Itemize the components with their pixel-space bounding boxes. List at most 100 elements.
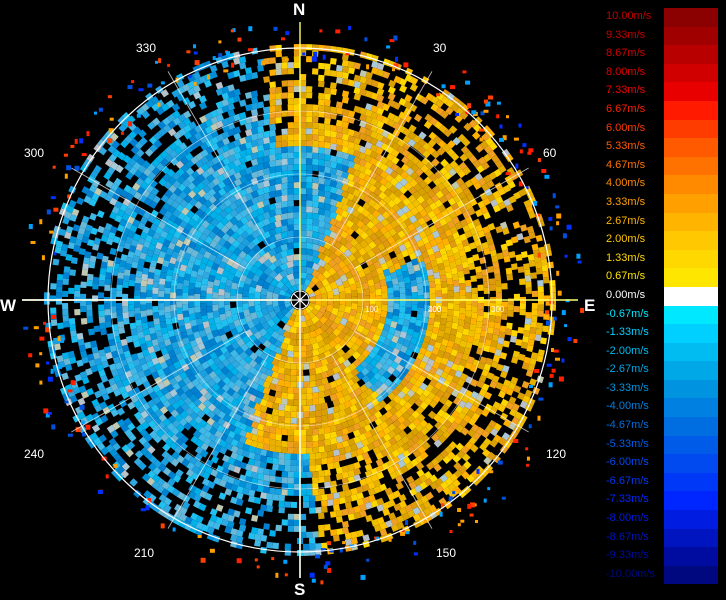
legend-entry: 5.33m/s	[606, 138, 718, 157]
legend-swatch	[664, 417, 718, 436]
legend-entry: -3.33m/s	[606, 379, 718, 399]
compass-east: E	[584, 296, 596, 315]
range-label: 300	[491, 305, 505, 314]
legend-entry: -0.67m/s	[606, 305, 718, 325]
legend-entry: -7.33m/s	[606, 491, 718, 511]
legend-label: 10.00m/s	[606, 10, 652, 22]
azimuth-label-30: 30	[433, 41, 447, 55]
legend-label: -5.33m/s	[606, 437, 649, 450]
legend-label: -6.67m/s	[606, 474, 649, 487]
legend-label: -2.00m/s	[606, 344, 649, 357]
legend-swatch	[664, 565, 718, 585]
legend-entry: 4.67m/s	[606, 156, 718, 176]
legend-label: -1.33m/s	[606, 326, 649, 339]
legend-entry: -9.33m/s	[606, 547, 718, 566]
legend-swatch	[664, 175, 718, 194]
legend-entry: -2.00m/s	[606, 342, 718, 362]
legend-label: 8.00m/s	[606, 65, 646, 78]
legend-label: 0.67m/s	[606, 270, 646, 283]
legend-swatch	[664, 231, 718, 250]
legend-swatch	[664, 8, 718, 27]
legend-swatch	[664, 305, 718, 325]
legend-swatch	[664, 398, 718, 418]
legend-label: 7.33m/s	[606, 84, 646, 97]
legend-label: -8.00m/s	[606, 512, 649, 525]
legend-label: 4.00m/s	[606, 177, 646, 190]
legend-swatch	[664, 45, 718, 64]
legend-label: 8.67m/s	[606, 47, 646, 60]
legend-swatch	[664, 100, 718, 120]
legend-label: 2.00m/s	[606, 233, 646, 246]
azimuth-label-60: 60	[543, 146, 557, 160]
legend-entry: 10.00m/s	[606, 8, 718, 27]
legend-swatch	[664, 547, 718, 566]
legend-swatch	[664, 286, 718, 306]
legend-entry: 7.33m/s	[606, 82, 718, 101]
legend-entry: -6.00m/s	[606, 454, 718, 473]
legend-label: 2.67m/s	[606, 214, 646, 227]
legend-label: -3.33m/s	[606, 381, 649, 394]
legend-swatch	[664, 435, 718, 455]
legend-entry: 1.33m/s	[606, 249, 718, 269]
legend-entry: -8.67m/s	[606, 528, 718, 548]
compass-south: S	[294, 580, 306, 599]
azimuth-label-330: 330	[136, 41, 157, 55]
legend-label: 5.33m/s	[606, 140, 646, 153]
legend-swatch	[664, 193, 718, 213]
legend-entry: 6.00m/s	[606, 119, 718, 139]
legend-label: 9.33m/s	[606, 28, 646, 41]
radar-plot[interactable]: 100 200 300 400	[0, 0, 600, 600]
range-azimuth-grid	[22, 22, 578, 578]
compass-west: W	[0, 296, 17, 315]
legend-swatch	[664, 82, 718, 101]
range-label: 400	[428, 305, 442, 314]
legend-swatch	[664, 379, 718, 399]
legend-entry: 3.33m/s	[606, 193, 718, 213]
legend-entry: 0.67m/s	[606, 268, 718, 287]
legend-swatch	[664, 119, 718, 139]
legend-entry: -10.00m/s	[606, 565, 718, 585]
legend-entry: -5.33m/s	[606, 435, 718, 455]
azimuth-label-240: 240	[24, 447, 45, 461]
azimuth-label-120: 120	[546, 447, 567, 461]
legend-swatch	[664, 454, 718, 473]
legend-label: 4.67m/s	[606, 158, 646, 171]
legend-swatch	[664, 212, 718, 232]
legend-entry: 2.00m/s	[606, 231, 718, 250]
legend-swatch	[664, 361, 718, 380]
legend-entry: 2.67m/s	[606, 212, 718, 232]
legend-entry: -6.67m/s	[606, 472, 718, 492]
legend-swatch	[664, 472, 718, 492]
legend-label: 3.33m/s	[606, 195, 646, 208]
legend-swatch	[664, 138, 718, 157]
legend-label: -4.00m/s	[606, 400, 649, 413]
legend-swatch	[664, 268, 718, 287]
azimuth-label-150: 150	[436, 546, 457, 560]
legend-swatch	[664, 26, 718, 46]
azimuth-label-300: 300	[24, 146, 45, 160]
legend-label: -9.33m/s	[606, 549, 649, 562]
legend-entry: 6.67m/s	[606, 100, 718, 120]
legend-label: 0.00m/s	[606, 288, 646, 301]
legend-swatch	[664, 324, 718, 343]
legend-entry: -1.33m/s	[606, 324, 718, 343]
range-label: 200	[428, 305, 442, 314]
legend-label: -7.33m/s	[606, 493, 649, 506]
legend-entry: -4.67m/s	[606, 417, 718, 436]
legend-label: 1.33m/s	[606, 251, 646, 264]
legend-label: -2.67m/s	[606, 363, 649, 376]
legend-entry: 9.33m/s	[606, 26, 718, 46]
legend-entry: 8.00m/s	[606, 63, 718, 83]
radar-center-icon	[290, 290, 310, 310]
legend-entry: 0.00m/s	[606, 286, 718, 306]
legend-swatch	[664, 63, 718, 83]
legend-label: -0.67m/s	[606, 307, 649, 320]
velocity-cells	[23, 25, 585, 585]
range-label: 100	[365, 305, 379, 314]
legend-label: -6.00m/s	[606, 456, 649, 469]
legend-label: -4.67m/s	[606, 419, 649, 432]
legend-label: -8.67m/s	[606, 530, 649, 543]
legend-label: 6.00m/s	[606, 121, 646, 134]
legend-label: -10.00m/s	[606, 567, 655, 580]
legend-entry: 8.67m/s	[606, 45, 718, 64]
